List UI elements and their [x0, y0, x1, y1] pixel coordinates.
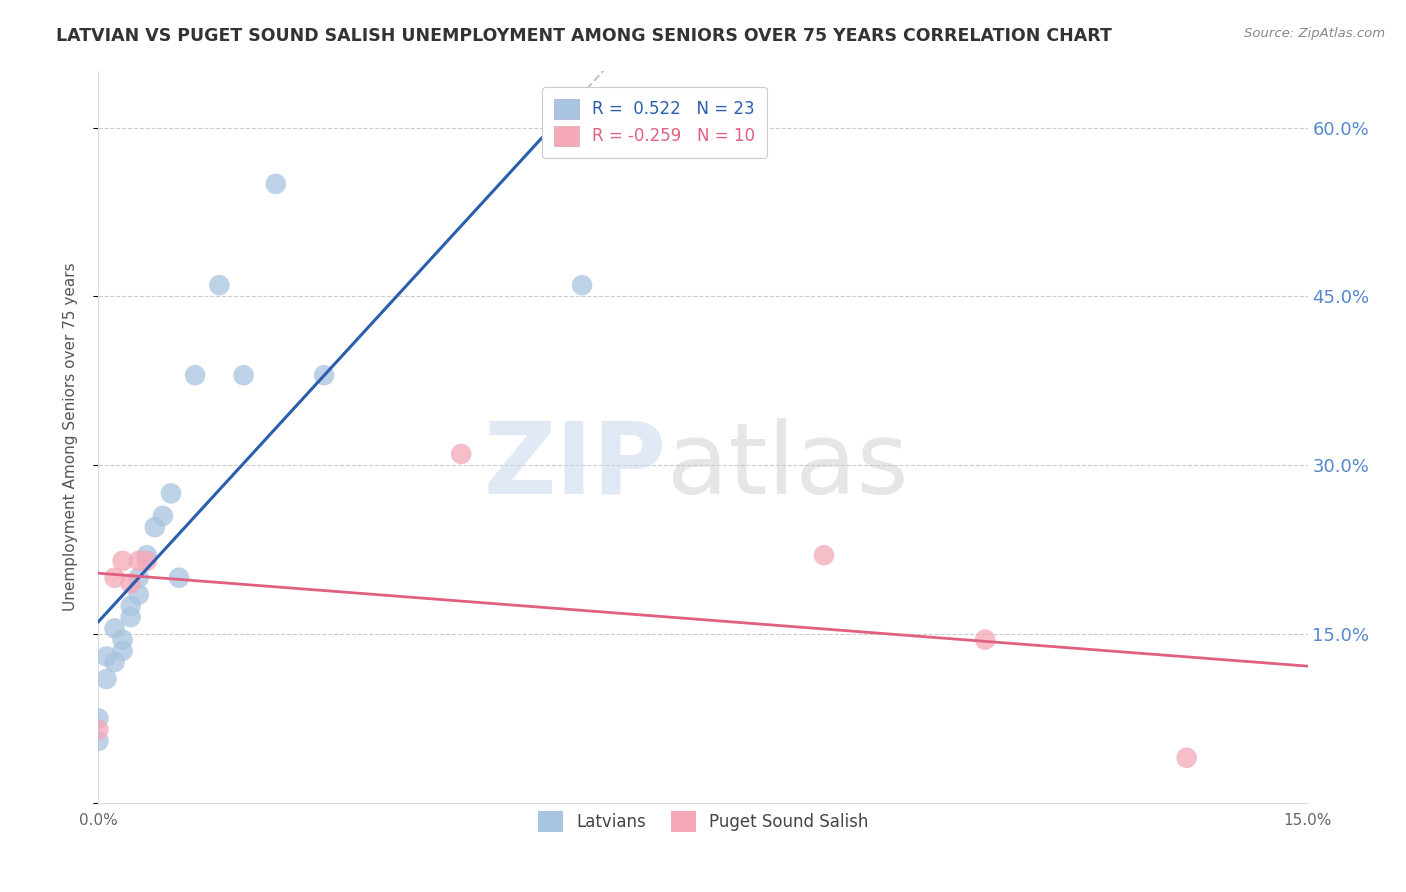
Text: LATVIAN VS PUGET SOUND SALISH UNEMPLOYMENT AMONG SENIORS OVER 75 YEARS CORRELATI: LATVIAN VS PUGET SOUND SALISH UNEMPLOYME…	[56, 27, 1112, 45]
Point	[111, 644, 134, 658]
Point	[103, 621, 125, 635]
Text: atlas: atlas	[666, 417, 908, 515]
Point	[103, 655, 125, 669]
Point	[167, 571, 190, 585]
Point	[450, 447, 472, 461]
Point	[111, 632, 134, 647]
Point	[103, 571, 125, 585]
Point	[87, 723, 110, 737]
Point	[96, 672, 118, 686]
Point	[974, 632, 997, 647]
Point	[87, 711, 110, 725]
Legend: Latvians, Puget Sound Salish: Latvians, Puget Sound Salish	[531, 805, 875, 838]
Point	[160, 486, 183, 500]
Point	[135, 548, 157, 562]
Point	[135, 554, 157, 568]
Y-axis label: Unemployment Among Seniors over 75 years: Unemployment Among Seniors over 75 years	[63, 263, 77, 611]
Point	[128, 588, 150, 602]
Point	[96, 649, 118, 664]
Point	[120, 576, 142, 591]
Point	[813, 548, 835, 562]
Point	[571, 278, 593, 293]
Point	[152, 508, 174, 523]
Point	[232, 368, 254, 383]
Point	[120, 599, 142, 613]
Point	[128, 554, 150, 568]
Point	[1175, 751, 1198, 765]
Point	[143, 520, 166, 534]
Point	[120, 610, 142, 624]
Point	[208, 278, 231, 293]
Point	[314, 368, 336, 383]
Text: Source: ZipAtlas.com: Source: ZipAtlas.com	[1244, 27, 1385, 40]
Point	[128, 571, 150, 585]
Point	[264, 177, 287, 191]
Point	[111, 554, 134, 568]
Point	[87, 734, 110, 748]
Point	[184, 368, 207, 383]
Text: ZIP: ZIP	[484, 417, 666, 515]
